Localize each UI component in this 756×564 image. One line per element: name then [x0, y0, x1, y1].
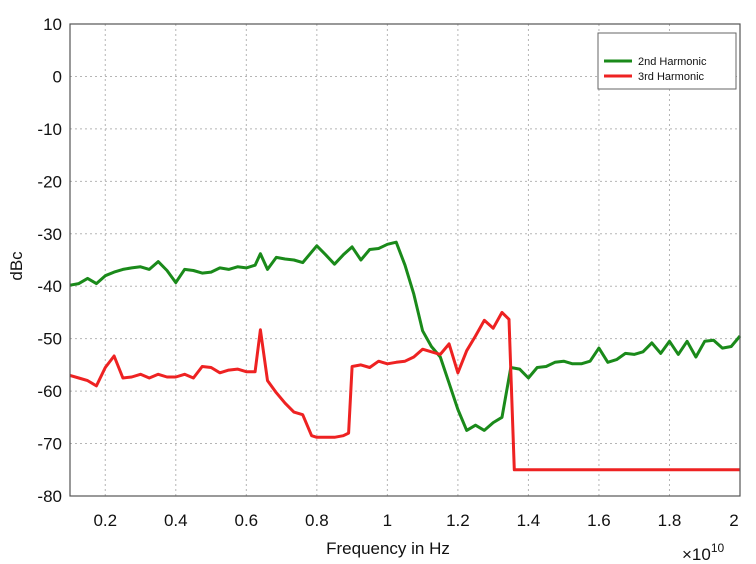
- y-tick-label: 0: [53, 67, 62, 86]
- y-tick-label: -70: [37, 435, 62, 454]
- y-tick-label: -10: [37, 120, 62, 139]
- y-tick-label: 10: [43, 15, 62, 34]
- series-layer: [69, 240, 742, 472]
- x-tick-label: 0.6: [234, 511, 258, 530]
- x-exponent: ×1010: [682, 541, 725, 564]
- grid: [70, 24, 740, 496]
- y-tick-label: -80: [37, 487, 62, 506]
- y-tick-label: -30: [37, 225, 62, 244]
- y-axis-label: dBc: [7, 251, 26, 281]
- x-exponent-power: 10: [711, 541, 725, 555]
- x-tick-label: 1.6: [587, 511, 611, 530]
- y-tick-label: -40: [37, 277, 62, 296]
- series-line-3rd-harmonic: [69, 310, 740, 472]
- x-tick-label: 1.8: [658, 511, 682, 530]
- x-tick-label: 1.2: [446, 511, 470, 530]
- legend-label-2nd-harmonic: 2nd Harmonic: [638, 56, 707, 68]
- plot-frame: [69, 23, 741, 497]
- x-axis-label: Frequency in Hz: [326, 539, 450, 558]
- x-exponent-base: ×10: [682, 545, 711, 564]
- plot-area: [70, 24, 740, 496]
- legend: 2nd Harmonic 3rd Harmonic: [597, 32, 737, 90]
- y-tick-labels: 10 0 -10 -20 -30 -40 -50 -60 -70 -80: [37, 15, 62, 506]
- x-tick-label: 2: [729, 511, 738, 530]
- x-tick-label: 0.4: [164, 511, 188, 530]
- y-tick-label: -20: [37, 172, 62, 191]
- series-line-2nd-harmonic: [69, 240, 742, 432]
- x-tick-label: 0.2: [93, 511, 117, 530]
- legend-label-3rd-harmonic: 3rd Harmonic: [638, 71, 705, 83]
- y-tick-label: -60: [37, 382, 62, 401]
- x-tick-labels: 0.2 0.4 0.6 0.8 1 1.2 1.4 1.6 1.8 2: [93, 511, 738, 530]
- x-tick-label: 0.8: [305, 511, 329, 530]
- x-tick-label: 1: [383, 511, 392, 530]
- x-tick-label: 1.4: [517, 511, 541, 530]
- y-tick-label: -50: [37, 330, 62, 349]
